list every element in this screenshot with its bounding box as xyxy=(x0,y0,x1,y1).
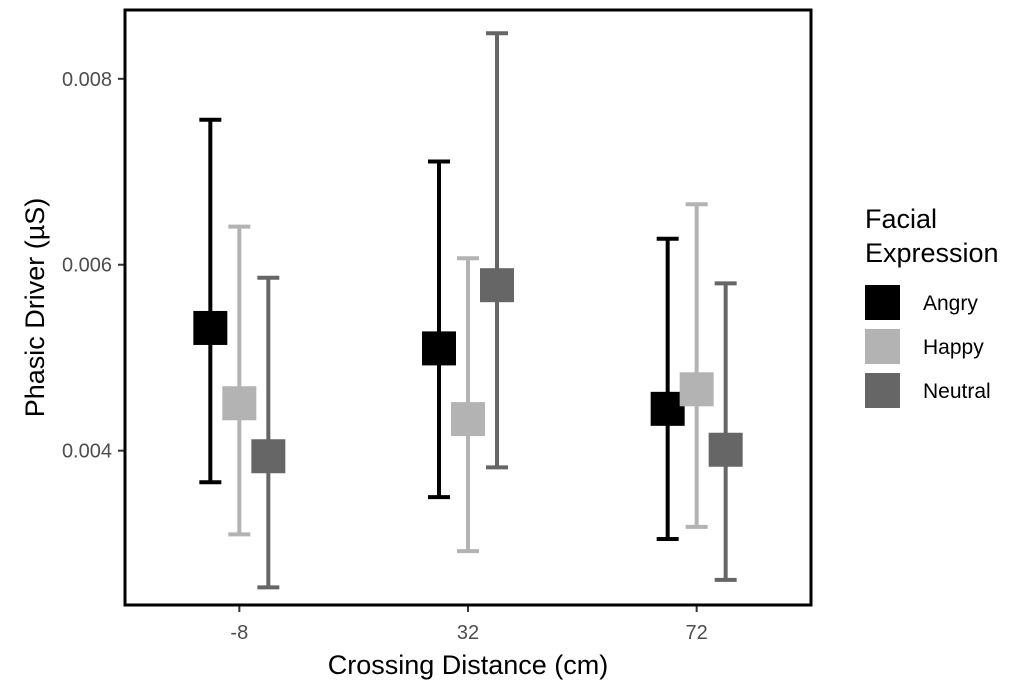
data-point-happy xyxy=(222,386,257,421)
data-point-angry xyxy=(650,391,685,426)
y-tick-label: 0.004 xyxy=(62,441,112,463)
plot-area xyxy=(193,31,743,590)
legend-label-neutral: Neutral xyxy=(923,380,991,403)
y-axis: 0.004 0.006 0.008 xyxy=(62,69,125,463)
legend-label-happy: Happy xyxy=(923,336,984,359)
x-tick-label: -8 xyxy=(230,622,248,644)
data-point-neutral xyxy=(251,439,286,474)
legend-key-neutral xyxy=(865,373,900,408)
legend-title-line-2: Expression xyxy=(865,238,999,268)
data-point-neutral xyxy=(708,432,743,467)
legend: Facial Expression Angry Happy Neutral xyxy=(865,204,999,408)
legend-label-angry: Angry xyxy=(923,292,978,315)
series-neutral xyxy=(251,31,743,590)
data-point-angry xyxy=(193,310,228,345)
x-tick-label: 72 xyxy=(686,622,708,644)
data-point-happy xyxy=(451,402,485,437)
y-tick-label: 0.008 xyxy=(62,69,112,91)
x-axis: -8 32 72 xyxy=(230,605,708,644)
data-point-angry xyxy=(422,331,456,366)
data-point-neutral xyxy=(480,268,514,303)
data-point-happy xyxy=(679,372,714,407)
panel-border xyxy=(123,8,813,607)
legend-key-angry xyxy=(865,285,900,320)
x-axis-title: Crossing Distance (cm) xyxy=(328,650,609,680)
series-angry xyxy=(193,117,685,541)
legend-key-happy xyxy=(865,329,900,364)
y-axis-title: Phasic Driver (µS) xyxy=(20,198,50,418)
x-tick-label: 32 xyxy=(457,622,479,644)
series-happy xyxy=(222,202,714,554)
legend-title-line-1: Facial xyxy=(865,204,937,234)
y-tick-label: 0.006 xyxy=(62,255,112,277)
